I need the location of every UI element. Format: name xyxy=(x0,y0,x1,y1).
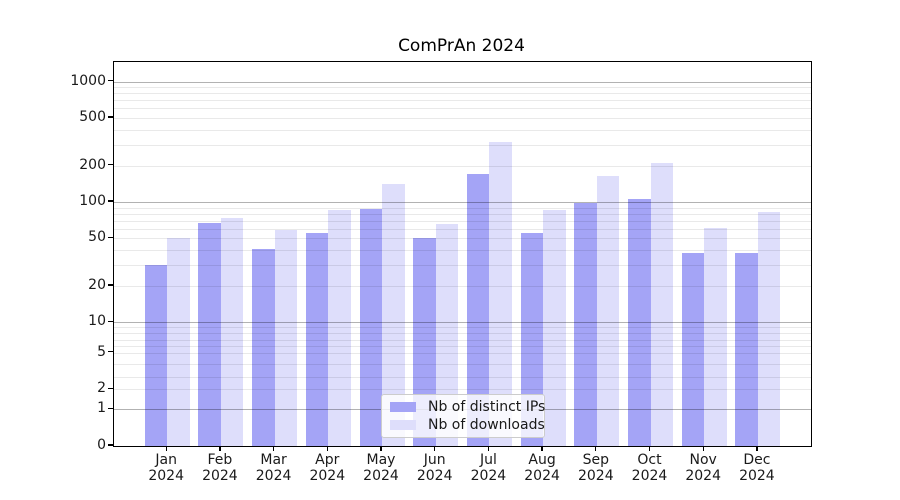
x-tick-label-mar: Mar 2024 xyxy=(255,452,292,484)
bar-sep-distinct-ips xyxy=(574,203,597,446)
legend-item: Nb of downloads xyxy=(390,417,545,433)
bar-dec-distinct-ips xyxy=(735,252,758,446)
gridline-300 xyxy=(114,144,811,146)
x-tick-label-aug: Aug 2024 xyxy=(524,452,560,484)
chart-title: ComPrAn 2024 xyxy=(398,36,525,56)
y-tick-mark-20 xyxy=(108,284,113,286)
x-tick-mark-oct xyxy=(648,446,651,451)
y-tick-label-200: 200 xyxy=(79,156,106,173)
x-tick-label-sep: Sep 2024 xyxy=(577,452,614,484)
bar-apr-distinct-ips xyxy=(305,233,329,446)
bar-apr-downloads xyxy=(328,209,351,446)
y-tick-label-2: 2 xyxy=(97,380,106,397)
legend-swatch-icon xyxy=(390,402,416,412)
gridline-400 xyxy=(114,129,811,131)
y-tick-label-1: 1 xyxy=(97,400,106,417)
gridline-800 xyxy=(114,93,811,95)
y-tick-label-100: 100 xyxy=(79,193,106,209)
x-tick-mark-dec xyxy=(756,446,758,451)
y-tick-label-20: 20 xyxy=(88,277,106,294)
bar-mar-downloads xyxy=(274,229,298,446)
legend: Nb of distinct IPs Nb of downloads xyxy=(381,394,545,438)
gridline-1000 xyxy=(114,81,811,83)
legend-label: Nb of downloads xyxy=(428,417,545,433)
y-tick-mark-50 xyxy=(108,236,113,238)
gridline-70 xyxy=(114,220,811,222)
y-tick-label-0: 0 xyxy=(97,437,106,453)
x-tick-label-jan: Jan 2024 xyxy=(148,452,184,484)
bar-sep-downloads xyxy=(596,176,620,446)
x-tick-mark-apr xyxy=(326,446,328,451)
bar-jan-distinct-ips xyxy=(144,264,168,446)
gridline-90 xyxy=(114,207,811,209)
y-tick-mark-1000 xyxy=(108,80,113,82)
bar-feb-downloads xyxy=(220,218,244,446)
y-tick-label-10: 10 xyxy=(88,313,106,330)
x-tick-label-jun: Jun 2024 xyxy=(416,452,453,484)
bar-aug-downloads xyxy=(543,209,566,446)
y-tick-mark-0 xyxy=(108,444,113,446)
gridline-200 xyxy=(114,165,811,167)
bar-jun-downloads xyxy=(435,223,459,446)
x-tick-mark-mar xyxy=(272,446,275,451)
gridline-600 xyxy=(114,108,811,110)
y-tick-label-5: 5 xyxy=(97,343,106,360)
x-tick-mark-aug xyxy=(541,446,543,451)
x-tick-label-nov: Nov 2024 xyxy=(685,452,721,484)
plot-area: Nb of distinct IPs Nb of downloads xyxy=(113,61,812,447)
bar-nov-distinct-ips xyxy=(681,252,705,446)
gridline-80 xyxy=(114,213,811,215)
legend-swatch-icon xyxy=(390,420,416,430)
y-tick-mark-2 xyxy=(108,387,113,389)
x-tick-label-oct: Oct 2024 xyxy=(631,452,668,484)
x-tick-mark-nov xyxy=(702,446,704,451)
x-tick-mark-may xyxy=(380,446,382,451)
bar-oct-distinct-ips xyxy=(628,199,651,446)
bar-dec-downloads xyxy=(757,212,781,446)
x-tick-label-feb: Feb 2024 xyxy=(202,452,238,484)
y-tick-mark-200 xyxy=(108,164,113,166)
y-tick-mark-10 xyxy=(108,320,113,322)
bar-feb-distinct-ips xyxy=(198,222,221,446)
bar-oct-downloads xyxy=(650,163,673,446)
y-tick-mark-100 xyxy=(108,200,113,202)
gridline-100 xyxy=(114,202,811,203)
bar-jan-downloads xyxy=(167,238,190,446)
x-tick-label-may: May 2024 xyxy=(363,452,399,484)
y-tick-label-50: 50 xyxy=(88,229,106,246)
gridline-900 xyxy=(114,87,811,89)
x-tick-mark-feb xyxy=(219,446,221,451)
bar-may-downloads xyxy=(382,183,405,446)
x-tick-mark-jul xyxy=(487,446,490,451)
x-tick-label-jul: Jul 2024 xyxy=(470,452,507,484)
bar-mar-distinct-ips xyxy=(252,248,275,446)
x-tick-label-apr: Apr 2024 xyxy=(309,452,346,484)
bar-may-distinct-ips xyxy=(359,208,382,446)
bar-nov-downloads xyxy=(704,227,727,446)
x-tick-label-dec: Dec 2024 xyxy=(739,452,775,484)
gridline-500 xyxy=(114,117,811,119)
bar-jul-distinct-ips xyxy=(466,173,490,446)
bar-jul-downloads xyxy=(489,142,512,446)
x-tick-mark-jan xyxy=(165,446,167,451)
legend-item: Nb of distinct IPs xyxy=(390,399,545,415)
y-tick-mark-500 xyxy=(108,116,113,118)
x-tick-mark-sep xyxy=(595,446,597,451)
y-tick-mark-1 xyxy=(108,407,113,409)
bar-aug-distinct-ips xyxy=(520,233,544,446)
y-tick-label-500: 500 xyxy=(79,108,106,125)
y-tick-label-1000: 1000 xyxy=(70,72,106,89)
x-tick-mark-jun xyxy=(434,446,436,451)
legend-label: Nb of distinct IPs xyxy=(428,399,546,415)
gridline-700 xyxy=(114,100,811,102)
y-tick-mark-5 xyxy=(108,350,113,353)
